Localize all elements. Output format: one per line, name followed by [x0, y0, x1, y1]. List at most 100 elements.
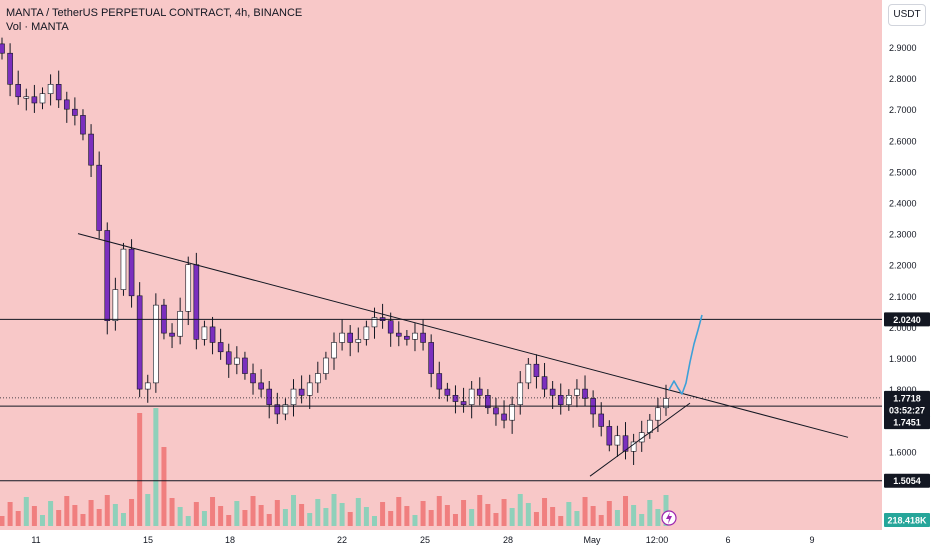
price-tag-label: 2.0240: [893, 315, 921, 325]
icons: [662, 511, 676, 525]
x-tick-label: May: [583, 535, 601, 545]
y-tick-label: 2.6000: [889, 136, 917, 146]
volume-bar: [178, 507, 183, 526]
volume-bar: [461, 500, 466, 526]
bear-candle: [218, 342, 223, 351]
bull-candle: [315, 374, 320, 383]
y-tick-label: 1.6000: [889, 447, 917, 457]
volume-bar: [0, 516, 5, 526]
bear-candle: [56, 84, 61, 100]
bear-candle: [477, 389, 482, 395]
volume-bar: [429, 510, 434, 526]
bear-candle: [226, 352, 231, 364]
bear-candle: [72, 109, 77, 115]
volume-bar: [348, 512, 353, 526]
bear-candle: [242, 358, 247, 374]
volume-bar: [623, 496, 628, 526]
y-tick-label: 2.3000: [889, 230, 917, 240]
price-tag-label: 1.7451: [893, 418, 921, 428]
volume-bar: [210, 497, 215, 526]
bear-candle: [599, 414, 604, 426]
volume-bar: [251, 496, 256, 526]
bear-candle: [16, 84, 21, 96]
volume-bar: [437, 496, 442, 526]
y-tick-label: 2.7000: [889, 105, 917, 115]
price-tag-label: 1.5054: [893, 476, 921, 486]
volume-bar: [129, 499, 134, 526]
volume-bar: [170, 498, 175, 526]
time-scale-background: [0, 530, 932, 550]
volume-bar: [72, 505, 77, 526]
chart-legend: MANTA / TetherUS PERPETUAL CONTRACT, 4h,…: [6, 6, 302, 34]
volume-bar: [607, 501, 612, 526]
volume-bar: [550, 507, 555, 526]
x-tick-label: 11: [31, 535, 40, 545]
volume-bar: [234, 501, 239, 526]
x-tick-label: 22: [337, 535, 347, 545]
volume-bar: [372, 516, 377, 526]
bear-candle: [137, 296, 142, 389]
bear-candle: [80, 115, 85, 134]
volume-bar: [89, 500, 94, 526]
volume-bar: [542, 498, 547, 526]
volume-bar: [242, 510, 247, 526]
x-tick-label: 6: [725, 535, 730, 545]
volume-bar: [105, 495, 110, 526]
volume-bar: [340, 503, 345, 526]
bear-candle: [194, 265, 199, 340]
volume-bar: [639, 514, 644, 526]
volume-bar: [356, 498, 361, 526]
bull-candle: [153, 305, 158, 383]
volume-bar: [655, 509, 660, 526]
volume-bar: [510, 508, 515, 526]
bear-candle: [550, 389, 555, 395]
bull-candle: [121, 249, 126, 289]
volume-bar: [283, 509, 288, 526]
volume-bar: [445, 505, 450, 526]
volume-legend[interactable]: Vol · MANTA: [6, 20, 302, 34]
symbol-title[interactable]: MANTA / TetherUS PERPETUAL CONTRACT, 4h,…: [6, 6, 302, 20]
bear-candle: [534, 364, 539, 376]
bull-candle: [323, 358, 328, 374]
volume-bar: [332, 494, 337, 526]
bear-candle: [502, 414, 507, 420]
bear-candle: [607, 426, 612, 445]
bear-candle: [558, 395, 563, 404]
bull-candle: [332, 342, 337, 358]
bull-candle: [202, 327, 207, 339]
volume-bar: [566, 502, 571, 526]
bear-candle: [251, 374, 256, 383]
bear-candle: [437, 374, 442, 390]
y-tick-label: 2.1000: [889, 292, 917, 302]
bull-candle: [655, 408, 660, 420]
x-tick-label: 9: [809, 535, 814, 545]
volume-bar: [583, 497, 588, 526]
x-tick-label: 12:00: [646, 535, 669, 545]
volume-bar: [291, 495, 296, 526]
volume-bar: [412, 515, 417, 526]
volume-bar: [16, 511, 21, 526]
bear-candle: [388, 321, 393, 333]
lightning-icon[interactable]: [662, 511, 676, 525]
volume-bar: [275, 500, 280, 526]
y-tick-label: 2.8000: [889, 74, 917, 84]
volume-bar: [194, 502, 199, 526]
bear-candle: [97, 165, 102, 230]
volume-bar: [202, 511, 207, 526]
volume-bar: [591, 506, 596, 526]
volume-bar: [161, 447, 166, 526]
volume-bar: [421, 501, 426, 526]
currency-button[interactable]: USDT: [888, 4, 926, 26]
volume-bar: [267, 514, 272, 526]
bull-candle: [24, 97, 29, 99]
bear-candle: [32, 97, 37, 103]
volume-bar: [631, 505, 636, 526]
volume-bar: [137, 413, 142, 526]
volume-bar: [80, 514, 85, 526]
y-tick-label: 2.4000: [889, 199, 917, 209]
volume-bar: [32, 506, 37, 526]
bull-candle: [615, 436, 620, 445]
bull-candle: [356, 339, 361, 342]
volume-bar: [323, 508, 328, 526]
